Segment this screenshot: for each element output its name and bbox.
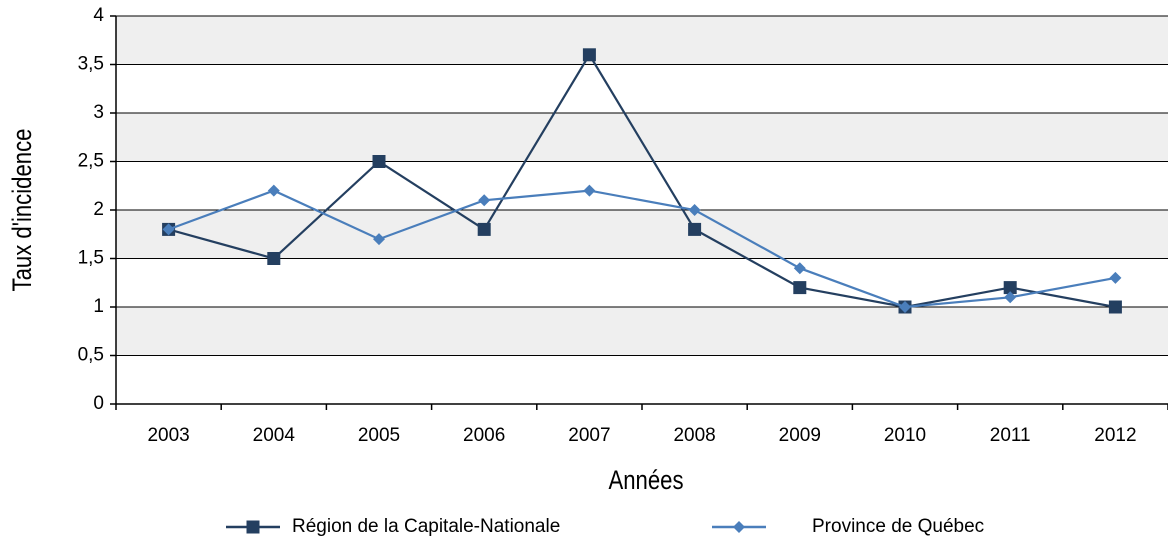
x-tick-label: 2009 (779, 425, 821, 446)
y-tick-label: 1,5 (78, 248, 104, 269)
y-tick-label: 3 (93, 102, 104, 123)
series-line (168, 52, 1116, 309)
marker (246, 520, 260, 534)
y-tick-label: 2 (93, 199, 104, 220)
marker (162, 223, 175, 236)
background-band (116, 210, 1168, 259)
marker (1109, 271, 1122, 284)
background-band (116, 307, 1168, 356)
x-tick-label: 2012 (1094, 425, 1136, 446)
x-tick-label: 2007 (568, 425, 610, 446)
marker (372, 155, 386, 168)
marker (688, 222, 702, 236)
marker (267, 184, 280, 197)
x-tick-label: 2008 (673, 425, 715, 446)
marker (899, 301, 911, 313)
x-tick-label: 2003 (147, 425, 189, 446)
x-tick-label: 2004 (253, 425, 296, 446)
marker (582, 48, 596, 62)
x-tick-label: 2005 (358, 425, 400, 446)
marker (478, 194, 491, 207)
x-tick-label: 2006 (463, 425, 505, 446)
marker (373, 233, 385, 246)
series-line (168, 189, 1116, 309)
marker (793, 262, 806, 275)
y-tick-label: 0 (93, 393, 104, 414)
y-tick-label: 2,5 (78, 151, 104, 172)
marker (793, 281, 807, 295)
x-tick-label: 2010 (884, 425, 926, 446)
x-axis-title: Années (608, 466, 683, 496)
background-band (116, 113, 1168, 162)
x-tick-label: 2011 (990, 425, 1031, 446)
y-tick-label: 3,5 (78, 54, 104, 75)
marker (733, 521, 745, 533)
y-axis-title: Taux d'incidence (8, 129, 38, 292)
background-band (116, 16, 1168, 65)
marker (1004, 291, 1017, 304)
y-tick-label: 0,5 (78, 345, 104, 366)
marker (583, 184, 596, 197)
y-tick-label: 4 (93, 5, 104, 26)
legend-label: Province de Québec (812, 516, 984, 537)
marker (1003, 281, 1017, 295)
legend-label: Région de la Capitale-Nationale (292, 516, 560, 537)
marker (1108, 300, 1122, 314)
marker (267, 252, 281, 265)
marker (477, 222, 491, 236)
marker (688, 204, 701, 216)
y-tick-label: 1 (93, 296, 104, 317)
